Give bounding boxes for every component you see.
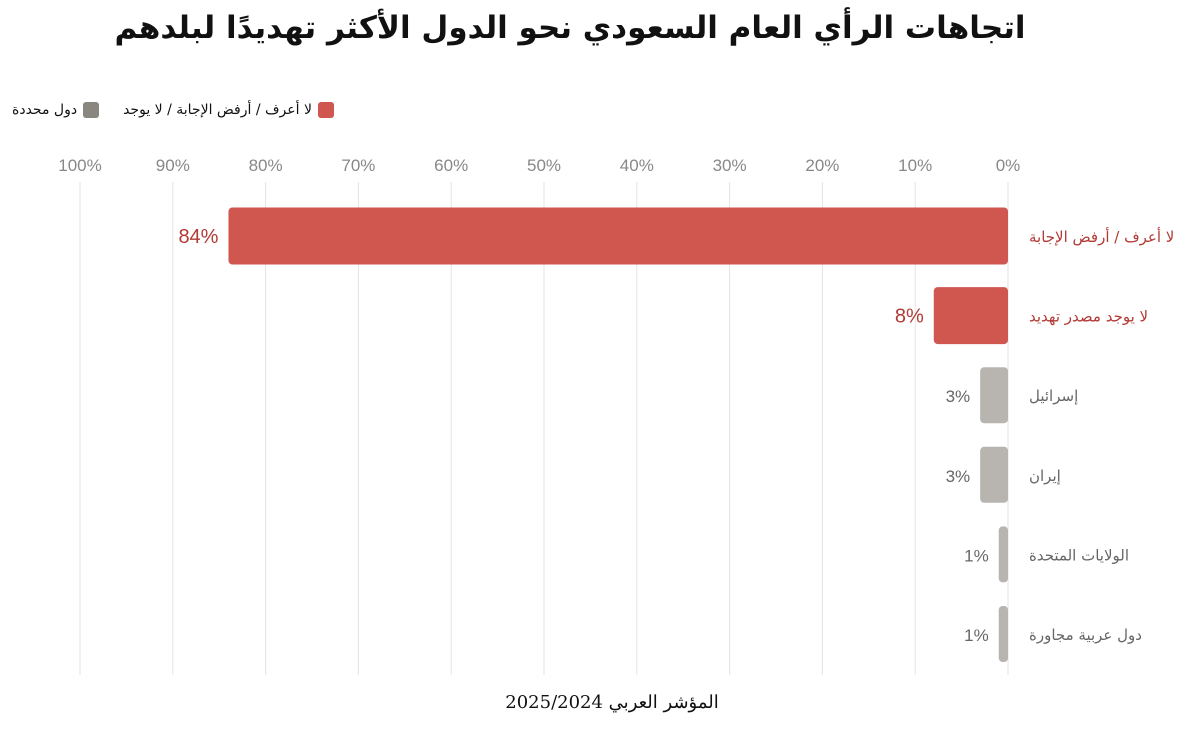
bar-value-label: 8% xyxy=(895,306,924,328)
bar xyxy=(933,287,1008,345)
legend-label: لا أعرف / أرفض الإجابة / لا يوجد xyxy=(123,102,312,118)
bar-value-label: 1% xyxy=(964,546,989,565)
x-tick-label: 40% xyxy=(620,156,654,175)
legend-swatch xyxy=(317,102,334,118)
bar xyxy=(228,207,1009,265)
category-label: لا أعرف / أرفض الإجابة xyxy=(1029,227,1174,246)
bar xyxy=(980,446,1008,503)
bar-value-label: 1% xyxy=(964,626,989,645)
bar-value-label: 84% xyxy=(178,226,218,248)
category-label: دول عربية مجاورة xyxy=(1029,626,1142,644)
x-tick-label: 90% xyxy=(156,156,190,175)
category-label: إسرائيل xyxy=(1029,387,1078,405)
bar xyxy=(980,367,1008,424)
x-tick-label: 0% xyxy=(996,156,1021,175)
legend-item: لا أعرف / أرفض الإجابة / لا يوجد xyxy=(123,102,334,118)
category-label: إيران xyxy=(1029,467,1061,485)
x-tick-label: 70% xyxy=(341,156,375,175)
x-tick-label: 10% xyxy=(898,156,932,175)
legend: دول محددة لا أعرف / أرفض الإجابة / لا يوج… xyxy=(12,97,392,123)
category-label: الولايات المتحدة xyxy=(1029,546,1129,564)
legend-swatch xyxy=(83,102,100,118)
chart-footer: المؤشر العربي 2025/2024 xyxy=(505,692,719,713)
x-tick-label: 20% xyxy=(805,156,839,175)
bar-value-label: 3% xyxy=(946,467,971,486)
bar xyxy=(998,606,1008,662)
x-tick-label: 100% xyxy=(58,156,101,175)
x-tick-label: 30% xyxy=(713,156,747,175)
x-tick-label: 50% xyxy=(527,156,561,175)
x-tick-label: 80% xyxy=(249,156,283,175)
legend-item: دول محددة xyxy=(12,102,100,118)
category-label: لا يوجد مصدر تهديد xyxy=(1029,308,1148,326)
x-tick-label: 60% xyxy=(434,156,468,175)
bar-value-label: 3% xyxy=(946,387,971,406)
chart-title: اتجاهات الرأي العام السعودي نحو الدول ال… xyxy=(114,10,1026,46)
legend-label: دول محددة xyxy=(12,102,78,118)
bar xyxy=(998,526,1008,583)
